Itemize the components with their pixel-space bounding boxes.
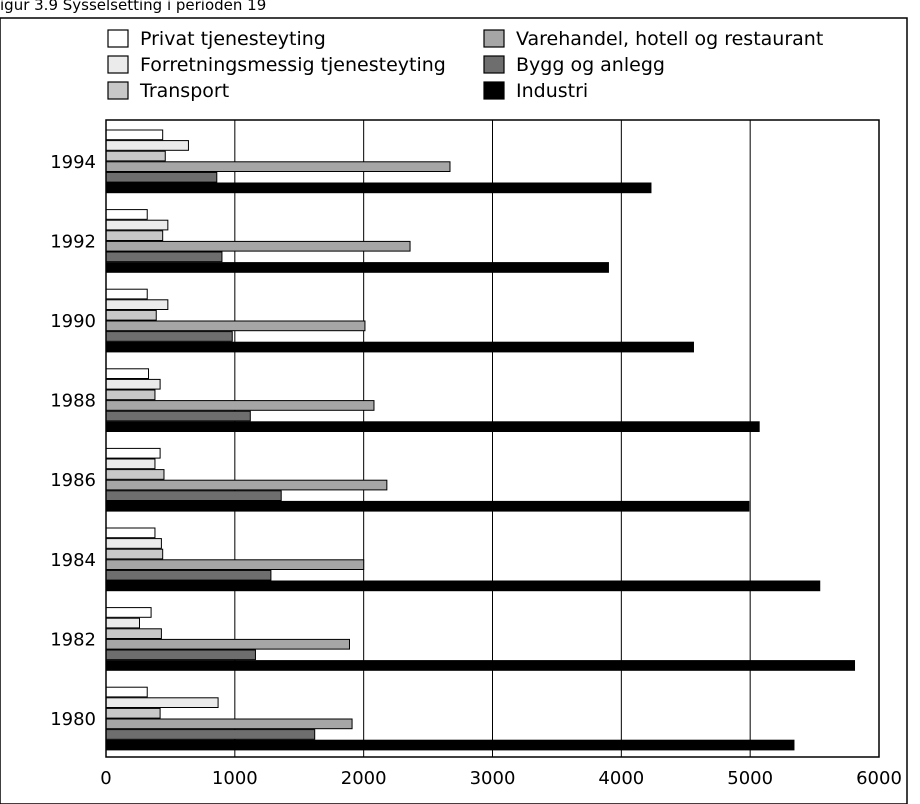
legend-label-varehandel-hotell-og-restaurant: Varehandel, hotell og restaurant bbox=[516, 28, 823, 50]
bar-bygg-og-anlegg-1994 bbox=[105, 171, 218, 183]
bar-forretningsmessig-tjenesteyting-1986 bbox=[105, 458, 156, 470]
legend-swatch-industri bbox=[483, 81, 505, 100]
y-tick-label: 1986 bbox=[50, 470, 96, 491]
bar-varehandel-hotell-og-restaurant-1988 bbox=[105, 400, 375, 411]
bar-varehandel-hotell-og-restaurant-1982 bbox=[105, 638, 350, 650]
y-tick-label: 1990 bbox=[50, 311, 96, 332]
y-tick-label: 1992 bbox=[50, 231, 96, 252]
bar-forretningsmessig-tjenesteyting-1990 bbox=[105, 299, 169, 310]
x-axis-labels: 0 1000 2000 3000 4000 5000 6000 bbox=[100, 768, 902, 789]
bar-varehandel-hotell-og-restaurant-1980 bbox=[105, 718, 353, 730]
bar-transport-1986 bbox=[105, 469, 165, 480]
bar-varehandel-hotell-og-restaurant-1990 bbox=[105, 320, 366, 332]
bar-transport-1982 bbox=[105, 628, 162, 639]
bar-industri-1984 bbox=[105, 580, 821, 592]
bar-privat-tjenesteyting-1990 bbox=[105, 288, 148, 300]
bars bbox=[105, 129, 856, 751]
bar-bygg-og-anlegg-1986 bbox=[105, 490, 282, 501]
plot-area bbox=[105, 119, 880, 758]
y-tick-label: 1982 bbox=[50, 629, 96, 650]
bar-industri-1982 bbox=[105, 660, 856, 671]
bar-transport-1994 bbox=[105, 150, 166, 162]
bar-varehandel-hotell-og-restaurant-1984 bbox=[105, 559, 365, 570]
bar-transport-1984 bbox=[105, 548, 164, 560]
legend-swatch-transport bbox=[107, 81, 129, 100]
x-tick-label: 3000 bbox=[470, 768, 516, 789]
bar-forretningsmessig-tjenesteyting-1984 bbox=[105, 538, 162, 549]
bar-privat-tjenesteyting-1994 bbox=[105, 129, 164, 141]
legend: Privat tjenesteyting Forretningsmessig tj… bbox=[107, 28, 823, 102]
bar-bygg-og-anlegg-1980 bbox=[105, 729, 316, 740]
bar-transport-1988 bbox=[105, 389, 156, 401]
figure-frame bbox=[0, 17, 908, 804]
bar-varehandel-hotell-og-restaurant-1994 bbox=[105, 161, 451, 173]
y-tick-label: 1994 bbox=[50, 152, 96, 173]
bar-transport-1980 bbox=[105, 707, 161, 719]
bar-industri-1980 bbox=[105, 739, 795, 751]
bar-privat-tjenesteyting-1980 bbox=[105, 686, 148, 698]
bar-forretningsmessig-tjenesteyting-1988 bbox=[105, 378, 161, 390]
bar-forretningsmessig-tjenesteyting-1980 bbox=[105, 697, 219, 708]
bar-transport-1990 bbox=[105, 309, 157, 321]
gridlines bbox=[234, 120, 751, 757]
bar-varehandel-hotell-og-restaurant-1986 bbox=[105, 479, 388, 491]
bar-industri-1992 bbox=[105, 262, 609, 273]
chart-caption: igur 3.9 Sysselsetting i perioden 19 bbox=[0, 0, 266, 14]
legend-swatch-privat-tjenesteyting bbox=[107, 29, 129, 48]
legend-swatch-bygg-og-anlegg bbox=[483, 55, 505, 74]
bar-forretningsmessig-tjenesteyting-1992 bbox=[105, 219, 169, 231]
x-tick-label: 5000 bbox=[727, 768, 773, 789]
bar-privat-tjenesteyting-1988 bbox=[105, 368, 150, 379]
legend-label-transport: Transport bbox=[139, 80, 229, 102]
bar-varehandel-hotell-og-restaurant-1992 bbox=[105, 240, 411, 252]
y-tick-label: 1980 bbox=[50, 709, 96, 730]
x-tick-label: 1000 bbox=[212, 768, 258, 789]
bar-forretningsmessig-tjenesteyting-1982 bbox=[105, 617, 140, 629]
x-tick-label: 6000 bbox=[856, 768, 902, 789]
bar-privat-tjenesteyting-1984 bbox=[105, 527, 156, 539]
bar-transport-1992 bbox=[105, 230, 164, 242]
bar-forretningsmessig-tjenesteyting-1994 bbox=[105, 140, 189, 151]
legend-label-industri: Industri bbox=[516, 80, 588, 102]
bar-bygg-og-anlegg-1992 bbox=[105, 251, 223, 263]
bar-industri-1990 bbox=[105, 341, 694, 353]
bar-bygg-og-anlegg-1982 bbox=[105, 649, 256, 661]
bar-industri-1994 bbox=[105, 182, 652, 194]
bar-privat-tjenesteyting-1986 bbox=[105, 447, 161, 459]
x-tick-label: 0 bbox=[100, 768, 111, 789]
legend-swatch-varehandel-hotell-og-restaurant bbox=[483, 29, 505, 48]
bar-industri-1986 bbox=[105, 500, 750, 512]
y-tick-label: 1984 bbox=[50, 550, 96, 571]
y-tick-label: 1988 bbox=[50, 391, 96, 412]
bar-industri-1988 bbox=[105, 421, 760, 432]
legend-label-forretningsmessig-tjenesteyting: Forretningsmessig tjenesteyting bbox=[140, 54, 446, 76]
bar-bygg-og-anlegg-1988 bbox=[105, 410, 251, 422]
legend-label-bygg-og-anlegg: Bygg og anlegg bbox=[516, 54, 665, 76]
bar-privat-tjenesteyting-1982 bbox=[105, 607, 152, 618]
x-tick-label: 4000 bbox=[598, 768, 644, 789]
x-tick-label: 2000 bbox=[341, 768, 387, 789]
bar-privat-tjenesteyting-1992 bbox=[105, 209, 148, 220]
bar-bygg-og-anlegg-1984 bbox=[105, 569, 272, 581]
bar-bygg-og-anlegg-1990 bbox=[105, 331, 233, 342]
legend-swatch-forretningsmessig-tjenesteyting bbox=[107, 55, 129, 74]
y-axis-labels: 1994 1992 1990 1988 1986 1984 1982 1980 bbox=[50, 152, 96, 730]
legend-label-privat-tjenesteyting: Privat tjenesteyting bbox=[140, 28, 326, 50]
